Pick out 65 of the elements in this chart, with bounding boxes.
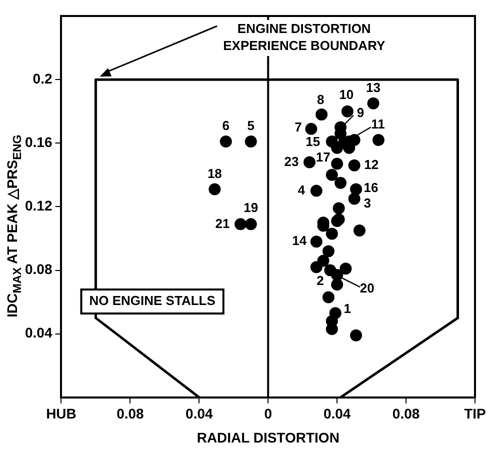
x-tick-label: 0.08 — [392, 406, 420, 422]
x-tick-label: 0.04 — [323, 406, 351, 422]
annotation: 12 — [364, 156, 379, 172]
annotation: 2 — [316, 272, 324, 288]
point — [332, 202, 345, 214]
y-tick-label: 0.12 — [25, 198, 52, 214]
annotation: 5 — [247, 118, 254, 134]
annotation: 15 — [306, 134, 320, 150]
point — [244, 136, 257, 148]
point — [310, 184, 322, 197]
annotation: 17 — [316, 149, 330, 164]
point — [234, 218, 247, 230]
point — [348, 192, 360, 205]
x-tick-label: HUB — [46, 406, 76, 422]
point — [331, 158, 344, 170]
annotation: 11 — [371, 116, 385, 132]
point — [372, 134, 384, 146]
point — [208, 183, 221, 196]
y-tick-label: 0.04 — [25, 324, 52, 341]
annotation: 9 — [356, 104, 364, 120]
x-tick-label: 0.04 — [186, 406, 213, 422]
annotation: NO ENGINE STALLS — [89, 293, 216, 308]
point — [340, 262, 352, 275]
annotation: 20 — [360, 280, 374, 296]
point — [350, 329, 362, 342]
point — [334, 176, 347, 189]
point — [331, 278, 344, 291]
annotation: 23 — [284, 154, 299, 169]
x-axis-title: RADIAL DISTORTION — [196, 429, 340, 446]
annotation: 1 — [344, 300, 351, 316]
x-tick-label: 0 — [264, 406, 272, 422]
point — [353, 224, 366, 237]
y-tick-label: 0.16 — [25, 134, 52, 150]
x-tick-label: 0.08 — [116, 406, 144, 422]
annotation: 10 — [339, 86, 354, 102]
point — [220, 136, 232, 148]
point — [316, 108, 328, 121]
point — [367, 97, 380, 110]
point — [326, 168, 338, 181]
point — [304, 156, 316, 168]
point — [310, 261, 322, 274]
annotation: 3 — [364, 195, 371, 210]
point — [310, 236, 322, 248]
annotation: 13 — [366, 80, 381, 95]
point — [326, 228, 338, 240]
point — [322, 291, 334, 304]
annotation: 14 — [292, 233, 308, 248]
annotation: 21 — [215, 216, 230, 231]
point — [348, 159, 360, 172]
annotation: 7 — [294, 119, 302, 134]
annotation: 6 — [222, 118, 230, 134]
annotation: 8 — [316, 92, 324, 108]
point — [244, 218, 257, 230]
y-tick-label: 0.2 — [32, 70, 52, 86]
x-tick-label: TIP — [464, 406, 486, 422]
annotation: 16 — [364, 180, 378, 195]
annotation: 18 — [207, 166, 222, 181]
point — [322, 245, 334, 258]
point — [305, 122, 318, 135]
annotation: ENGINE DISTORTION EXPERIENCE BOUNDARY — [223, 21, 386, 54]
annotation: 4 — [298, 182, 306, 198]
point — [341, 105, 354, 118]
y-tick-label: 0.08 — [25, 261, 52, 278]
point — [350, 183, 362, 196]
annotation: 19 — [244, 200, 258, 215]
